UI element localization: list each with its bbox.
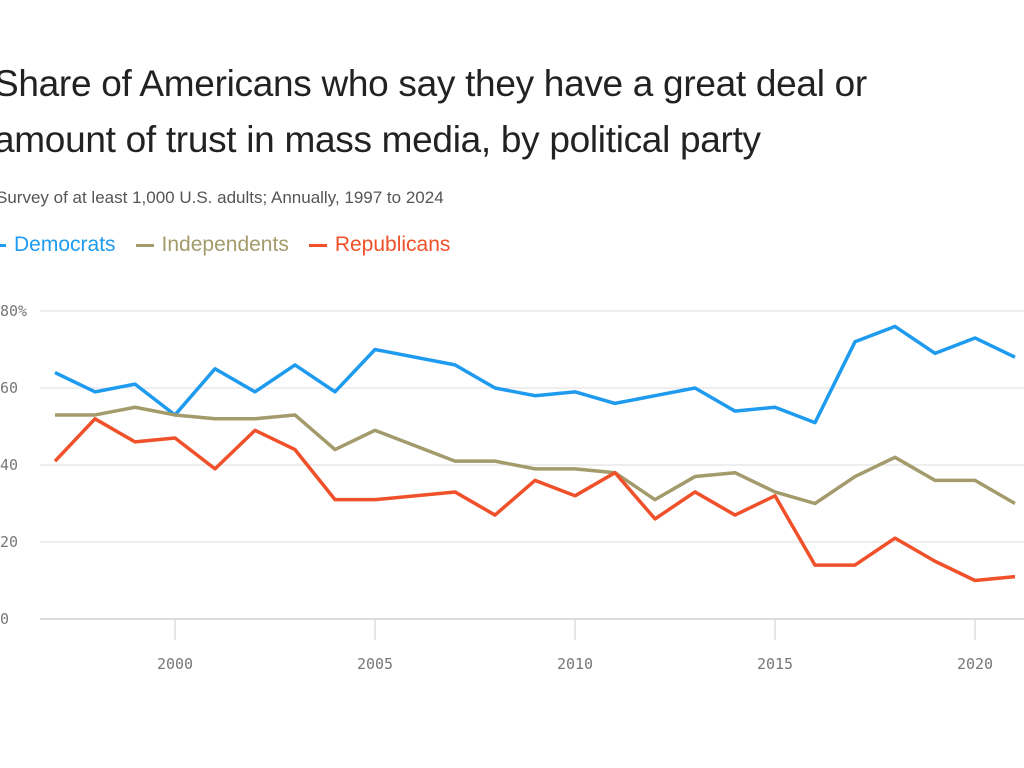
legend-label: Independents bbox=[161, 233, 289, 256]
legend-item-republicans: Republicans bbox=[308, 233, 451, 257]
series-line-democrats bbox=[54, 324, 1016, 425]
x-tick-label: 2010 bbox=[557, 655, 593, 673]
legend: Democrats Independents Republicans bbox=[0, 233, 450, 257]
series-line-independents bbox=[55, 405, 1016, 506]
legend-label: Republicans bbox=[334, 233, 451, 256]
x-tick-label: 2020 bbox=[957, 655, 993, 673]
chart-title: Share of Americans who say they have a g… bbox=[0, 56, 867, 168]
legend-swatch bbox=[135, 243, 154, 247]
y-tick-label: 60 bbox=[0, 379, 18, 397]
legend-swatch bbox=[308, 243, 327, 247]
y-tick-label: 0 bbox=[0, 610, 9, 628]
y-tick-label: 40 bbox=[0, 456, 18, 474]
legend-item-independents: Independents bbox=[135, 233, 289, 257]
x-tick-label: 2005 bbox=[357, 655, 393, 673]
series-line-republicans bbox=[53, 417, 1016, 583]
legend-item-democrats: Democrats bbox=[0, 233, 116, 257]
chart-subtitle: Survey of at least 1,000 U.S. adults; An… bbox=[0, 188, 444, 207]
x-tick-label: 2015 bbox=[757, 655, 793, 673]
legend-swatch bbox=[0, 243, 6, 247]
chart-title-line-2: amount of trust in mass media, by politi… bbox=[0, 119, 761, 160]
x-tick-label: 2000 bbox=[157, 655, 193, 673]
chart-title-line-1: Share of Americans who say they have a g… bbox=[0, 63, 867, 104]
legend-label: Democrats bbox=[14, 233, 116, 256]
y-tick-label: 20 bbox=[0, 533, 18, 551]
y-tick-label: 80% bbox=[0, 302, 27, 320]
